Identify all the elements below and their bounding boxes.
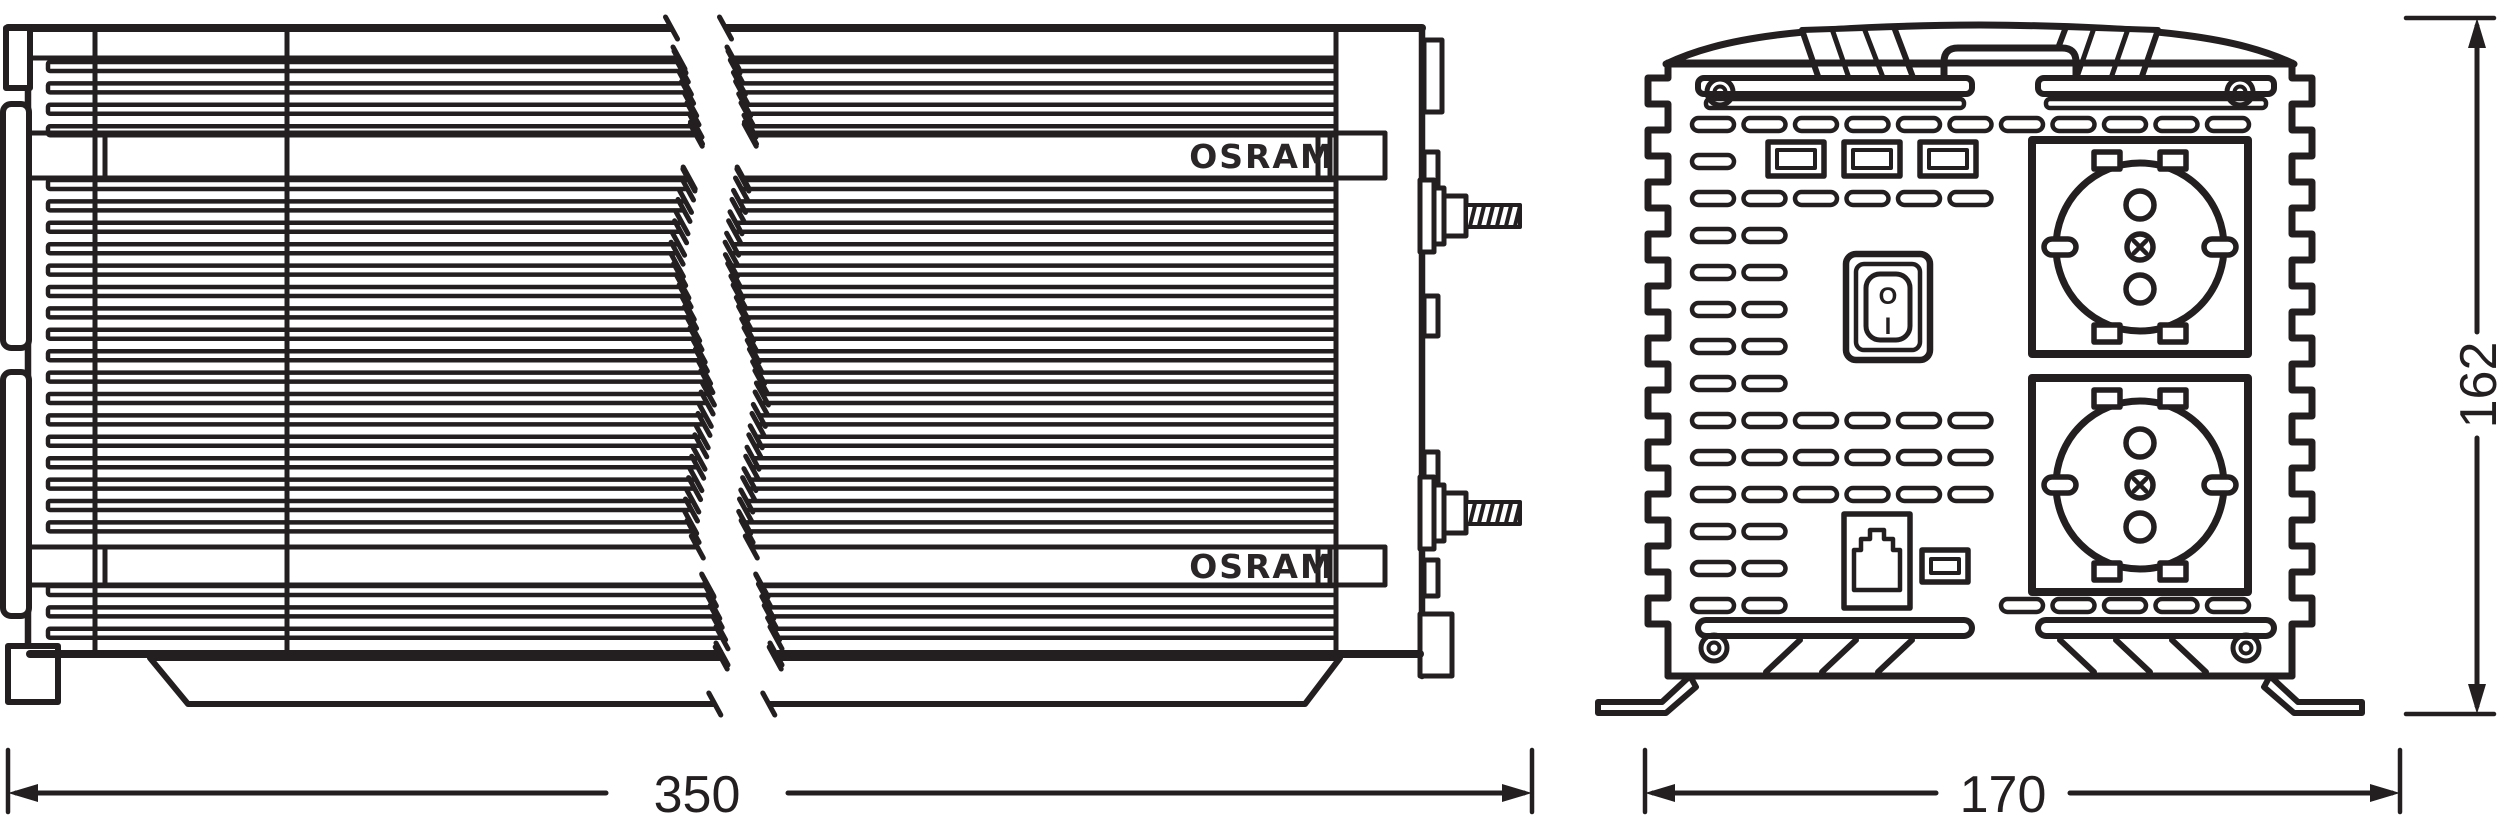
top-cover-rib-left (1799, 24, 1917, 85)
small-port (1919, 547, 1971, 585)
mounting-foot-left (1595, 673, 1699, 716)
fin-edge-right (2288, 59, 2316, 680)
switch-on-label: I (1885, 313, 1892, 340)
terminal-stud-bottom (1417, 474, 1522, 552)
left-rail-lower (0, 369, 32, 619)
stud-thread-bottom (1468, 501, 1522, 525)
ac-socket-top (2028, 136, 2252, 358)
break-line-band (666, 6, 810, 762)
screw-bottom-right (2230, 632, 2262, 664)
dimension-162: 162 (2403, 15, 2500, 717)
corner-screws (1698, 76, 2262, 664)
ac-socket-bottom (2028, 374, 2252, 596)
rj11-port (1841, 511, 1913, 611)
screw-top-left (1704, 76, 1736, 108)
dimension-350: 350 (5, 747, 1535, 818)
stud-thread-top (1468, 204, 1522, 228)
screw-bottom-left (1698, 632, 1730, 664)
indicator-windows (1765, 139, 1979, 179)
osram-logo-bottom: OSRAM (1189, 547, 1335, 586)
left-rail-upper (0, 101, 32, 351)
terminal-stud-top (1417, 177, 1522, 255)
dimension-170: 170 (1642, 747, 2403, 818)
heatsink-fins (45, 59, 1339, 641)
side-width-dimension-label: 350 (654, 766, 741, 818)
screw-top-right (2224, 76, 2256, 108)
fin-edge-left (1644, 59, 1672, 680)
mounting-foot-right (2261, 673, 2365, 716)
osram-logo-top: OSRAM (1189, 137, 1335, 176)
front-width-dimension-label: 170 (1960, 766, 2047, 818)
power-switch: O I (1842, 250, 1934, 364)
vent-slots (1689, 115, 2252, 615)
top-vent-bars (1695, 75, 2277, 111)
left-top-tab (3, 25, 33, 91)
bottom-vent-bars (1695, 617, 2277, 675)
front-height-dimension-label: 162 (2450, 342, 2500, 429)
switch-off-label: O (1879, 283, 1898, 310)
front-view: O I (1595, 21, 2365, 716)
break-line-ticks (663, 14, 785, 718)
